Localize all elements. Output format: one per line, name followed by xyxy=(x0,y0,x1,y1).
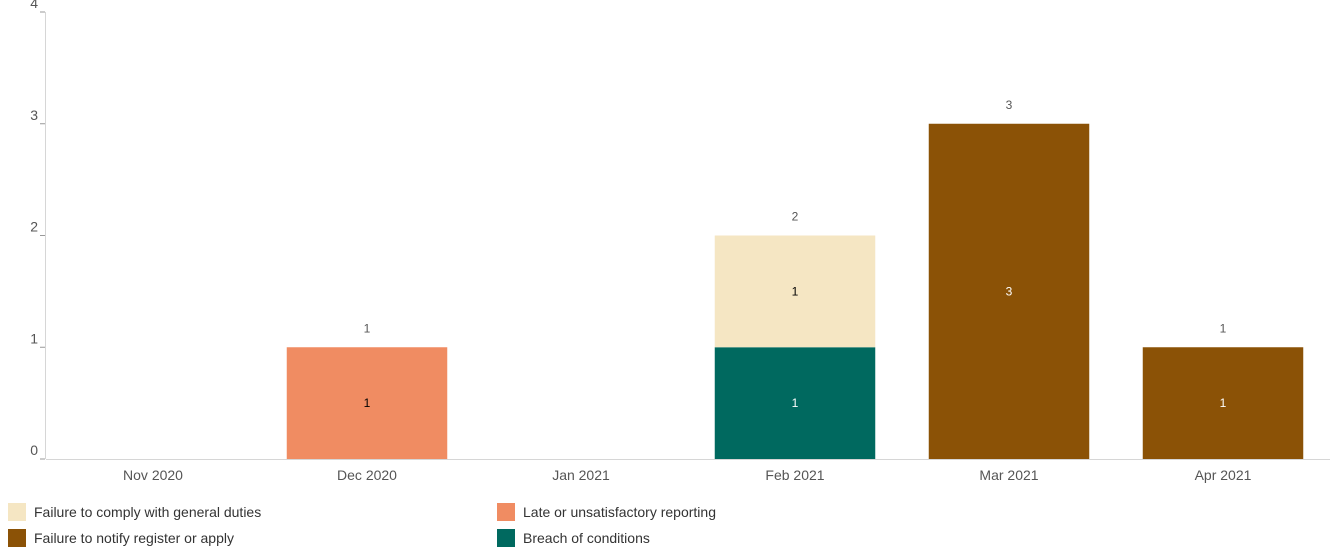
bar-segment[interactable] xyxy=(1142,347,1304,459)
legend-swatch xyxy=(497,529,515,547)
segment-value-label: 1 xyxy=(364,396,371,410)
legend-item-breach-of-conditions[interactable]: Breach of conditions xyxy=(497,528,650,548)
bars xyxy=(286,123,1304,459)
data-labels: 1 1 1 1 2 3 3 1 1 xyxy=(364,98,1227,410)
bar-segment[interactable] xyxy=(714,347,876,459)
segment-value-label: 1 xyxy=(792,284,799,298)
y-tick-label: 2 xyxy=(30,219,38,235)
segment-value-label: 1 xyxy=(1220,396,1227,410)
bar-total-label: 1 xyxy=(1220,321,1227,335)
legend-swatch xyxy=(8,503,26,521)
y-axis: 0 1 2 3 4 xyxy=(30,0,46,460)
bar-total-label: 3 xyxy=(1006,98,1013,112)
legend: Failure to comply with general duties La… xyxy=(8,502,1328,550)
legend-swatch xyxy=(497,503,515,521)
x-tick-label: Dec 2020 xyxy=(337,467,397,483)
legend-item-notify-register[interactable]: Failure to notify register or apply xyxy=(8,528,234,548)
legend-swatch xyxy=(8,529,26,547)
segment-value-label: 1 xyxy=(792,396,799,410)
stacked-bar-chart: 0 1 2 3 4 Nov 2020 Dec 2020 Jan 2021 Feb 2021 Ma… xyxy=(30,0,1330,483)
legend-label: Breach of conditions xyxy=(523,530,650,546)
bar-segment[interactable] xyxy=(928,123,1090,459)
x-axis: Nov 2020 Dec 2020 Jan 2021 Feb 2021 Mar 2021… xyxy=(46,459,1330,483)
x-tick-label: Apr 2021 xyxy=(1195,467,1252,483)
x-tick-label: Nov 2020 xyxy=(123,467,183,483)
legend-item-general-duties[interactable]: Failure to comply with general duties xyxy=(8,502,261,522)
legend-label: Failure to comply with general duties xyxy=(34,504,262,520)
legend-item-late-reporting[interactable]: Late or unsatisfactory reporting xyxy=(497,502,716,522)
x-tick-label: Mar 2021 xyxy=(979,467,1038,483)
y-tick-label: 4 xyxy=(30,0,38,11)
legend-label: Failure to notify register or apply xyxy=(34,530,234,546)
x-tick-label: Jan 2021 xyxy=(552,467,610,483)
segment-value-label: 3 xyxy=(1006,284,1013,298)
y-tick-label: 3 xyxy=(30,107,38,123)
bar-segment[interactable] xyxy=(714,235,876,348)
y-tick-label: 0 xyxy=(30,442,38,458)
legend-label: Late or unsatisfactory reporting xyxy=(523,504,716,520)
bar-segment[interactable] xyxy=(286,347,448,459)
bar-total-label: 1 xyxy=(364,321,371,335)
bar-total-label: 2 xyxy=(792,210,799,224)
y-tick-label: 1 xyxy=(30,330,38,346)
x-tick-label: Feb 2021 xyxy=(765,467,824,483)
